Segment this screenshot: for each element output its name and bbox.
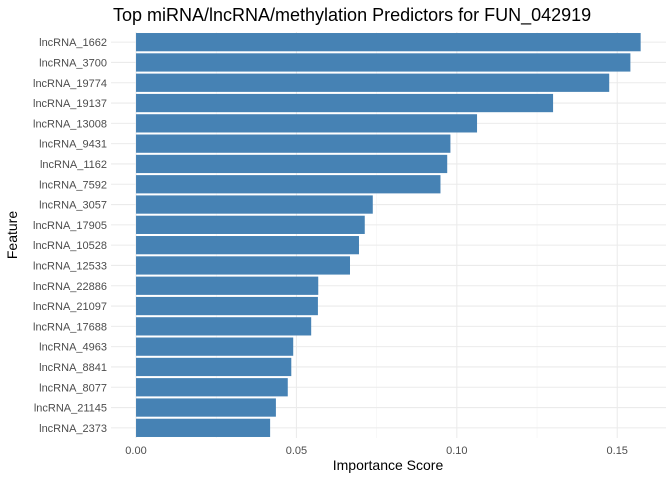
- bar-lncRNA_13008: [136, 114, 478, 133]
- bar-lncRNA_21097: [136, 296, 318, 316]
- bar-lncRNA_9431: [136, 134, 451, 153]
- y-tick-label: lncRNA_1662: [39, 37, 107, 49]
- y-tick-label: lncRNA_21145: [34, 403, 107, 415]
- bar-lncRNA_21145: [136, 398, 276, 417]
- bar-lncRNA_3700: [136, 53, 631, 72]
- y-tick-label: lncRNA_3057: [39, 200, 107, 212]
- chart-title: Top miRNA/lncRNA/methylation Predictors …: [113, 5, 591, 26]
- bar-lncRNA_8841: [136, 357, 292, 377]
- y-tick-label: lncRNA_13008: [33, 118, 107, 130]
- bar-lncRNA_12533: [136, 256, 351, 275]
- y-tick-label: lncRNA_17688: [33, 321, 107, 333]
- bar-lncRNA_1662: [136, 33, 641, 52]
- y-tick-label: lncRNA_19137: [33, 98, 107, 110]
- y-tick-label: lncRNA_1162: [40, 159, 107, 171]
- y-tick-label: lncRNA_10528: [33, 240, 107, 252]
- bar-lncRNA_22886: [136, 276, 319, 295]
- y-tick-label: lncRNA_19774: [33, 78, 107, 90]
- bar-lncRNA_2373: [136, 418, 271, 437]
- y-tick-label: lncRNA_22886: [33, 281, 107, 293]
- y-tick-labels: lncRNA_1662 lncRNA_3700 lncRNA_19774 lncRNA…: [33, 37, 107, 435]
- y-tick-label: lncRNA_4963: [39, 342, 107, 354]
- bar-lncRNA_10528: [136, 236, 359, 255]
- bar-lncRNA_7592: [136, 175, 441, 194]
- y-tick-label: lncRNA_9431: [39, 139, 107, 151]
- bar-lncRNA_8077: [136, 378, 288, 397]
- y-tick-label: lncRNA_3700: [39, 57, 107, 69]
- y-tick-label: lncRNA_17905: [33, 220, 107, 232]
- x-axis-title: Importance Score: [333, 457, 444, 473]
- y-tick-label: lncRNA_2373: [39, 423, 107, 435]
- x-tick-labels: 0.00 0.05 0.10 0.15: [125, 445, 628, 457]
- y-tick-label: lncRNA_7592: [39, 179, 107, 191]
- x-tick-label: 0.05: [286, 445, 307, 457]
- x-tick-label: 0.10: [446, 445, 467, 457]
- x-tick-label: 0.00: [125, 445, 146, 457]
- y-tick-label: lncRNA_8077: [39, 382, 107, 394]
- bar-lncRNA_17905: [136, 215, 365, 234]
- bar-lncRNA_1162: [136, 154, 448, 174]
- bar-lncRNA_19774: [136, 73, 610, 92]
- y-axis-title: Feature: [4, 211, 20, 259]
- x-tick-label: 0.15: [607, 445, 628, 457]
- y-tick-label: lncRNA_12533: [33, 260, 107, 272]
- bar-lncRNA_4963: [136, 337, 294, 356]
- bar-layer: [136, 33, 641, 437]
- bar-lncRNA_17688: [136, 317, 312, 336]
- y-tick-label: lncRNA_8841: [39, 362, 107, 374]
- bar-lncRNA_19137: [136, 93, 554, 113]
- bar-lncRNA_3057: [136, 195, 373, 214]
- y-tick-label: lncRNA_21097: [33, 301, 107, 313]
